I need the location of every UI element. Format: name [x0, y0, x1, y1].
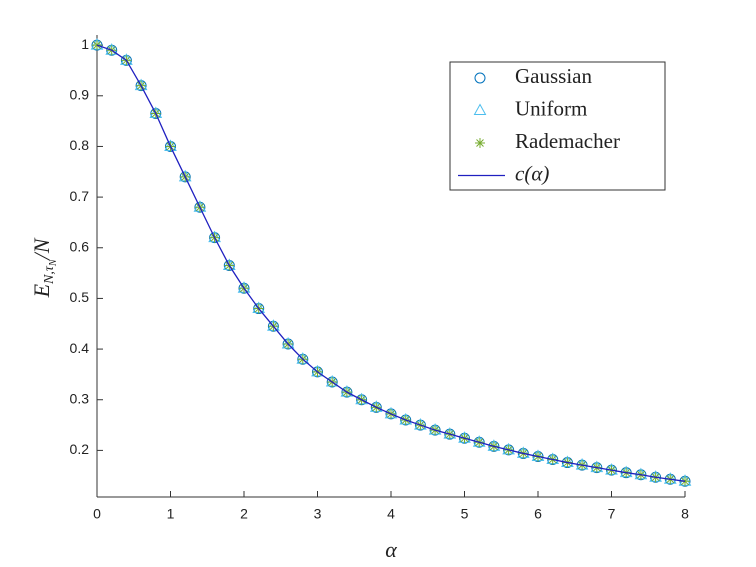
- legend-label: Gaussian: [515, 64, 592, 88]
- legend-label: Uniform: [515, 96, 587, 120]
- x-tick-label: 2: [240, 506, 248, 522]
- legend-swatch: [475, 138, 485, 148]
- y-label-part: /N: [29, 237, 54, 261]
- x-axis-label: α: [385, 537, 397, 562]
- y-tick-label: 0.7: [70, 188, 90, 204]
- legend-swatch: [473, 103, 487, 115]
- y-label-part: E: [29, 283, 54, 298]
- x-tick-label: 7: [608, 506, 616, 522]
- x-tick-label: 4: [387, 506, 395, 522]
- y-tick-label: 0.3: [70, 390, 90, 406]
- curve: [96, 44, 686, 482]
- legend-swatch: [474, 72, 486, 84]
- y-tick-label: 0.8: [70, 137, 90, 153]
- x-tick-label: 3: [314, 506, 322, 522]
- y-axis-label: EN,τN/N: [29, 237, 59, 298]
- y-tick-label: 0.4: [70, 340, 90, 356]
- y-tick-label: 1: [81, 36, 89, 52]
- y-tick-label: 0.2: [70, 441, 90, 457]
- x-tick-label: 0: [93, 506, 101, 522]
- y-label-part: N: [48, 258, 59, 267]
- y-label-part: N,τ: [42, 265, 57, 285]
- y-tick-label: 0.5: [70, 289, 90, 305]
- y-tick-label: 0.9: [70, 86, 90, 102]
- legend-label: c(α): [515, 161, 549, 185]
- x-tick-label: 5: [461, 506, 469, 522]
- legend-label: Rademacher: [515, 129, 620, 153]
- x-tick-label: 1: [167, 506, 175, 522]
- x-tick-label: 6: [534, 506, 542, 522]
- legend-box: [449, 61, 666, 191]
- y-tick-label: 0.6: [70, 238, 90, 254]
- x-tick-label: 8: [681, 506, 689, 522]
